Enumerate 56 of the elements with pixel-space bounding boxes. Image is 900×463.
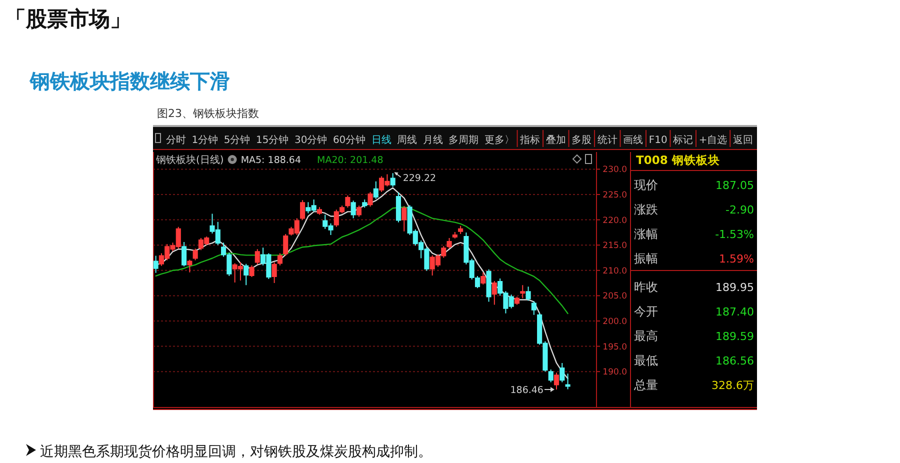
y-tick-label: 230.0 [602,165,627,176]
text: 60分钟 [332,134,366,146]
text: 涨跌 [634,202,658,216]
text: 分时 [166,134,186,146]
text: 189.59 [716,330,754,343]
text: 叠加 [546,134,566,146]
text: 现价 [634,178,658,192]
y-tick-label: 195.0 [602,342,627,352]
text: 更多〉 [484,134,514,146]
text: 186.56 [716,354,754,368]
text: 187.05 [716,179,754,192]
text: 指标 [519,134,540,146]
text: 1.59% [719,252,754,266]
text: 最高 [634,329,658,343]
text: 统计 [597,134,618,146]
text: 近期黑色系期现货价格明显回调，对钢铁股及煤炭股构成抑制。 [40,444,432,460]
text: T008 钢铁板块 [636,153,720,167]
text: 日线 [371,134,392,146]
text: +自选 [698,134,728,146]
text: 振幅 [634,252,658,266]
text: 昨收 [634,280,658,294]
text: 最低 [634,354,658,368]
text: 今开 [634,304,658,318]
text: 涨幅 [634,227,658,241]
text: 月线 [422,134,443,146]
y-tick-label: 225.0 [602,190,627,200]
y-tick-label: 200.0 [602,316,627,327]
text: 多周期 [448,134,479,146]
y-tick-label: 210.0 [602,266,627,276]
text: 总量 [633,378,658,392]
y-tick-label: 215.0 [602,241,627,252]
text: 标记 [672,134,694,146]
y-tick-label: 220.0 [602,216,627,226]
text: 周线 [397,134,418,146]
annotation: 229.22 [402,173,436,184]
text: 「股票市场」 [5,7,131,31]
y-tick-label: 190.0 [602,368,627,378]
text: 30分钟 [294,134,328,146]
chart-subtitle: 图23、钢铁板块指数 [157,107,259,120]
text: 187.40 [716,306,754,318]
annotation: 186.46 [510,384,544,396]
text: 画线 [623,134,644,146]
text: 189.95 [716,281,754,294]
text: -2.90 [726,204,754,216]
text: 返回 [733,134,753,146]
text: 1分钟 [192,134,218,146]
text: 15分钟 [256,134,289,146]
text: 多股 [572,134,592,146]
text: -1.53% [715,228,754,241]
text: 5分钟 [224,134,250,146]
chart-title: 钢铁板块指数继续下滑 [29,69,230,93]
legend: 钢铁板块(日线) MA5: 188.64 MA20: 201.48 [156,155,384,166]
text: 328.6万 [712,379,754,392]
legend-title: 钢铁板块(日线) [155,154,224,166]
y-tick-label: 205.0 [602,292,627,302]
text: F10 [648,135,668,146]
